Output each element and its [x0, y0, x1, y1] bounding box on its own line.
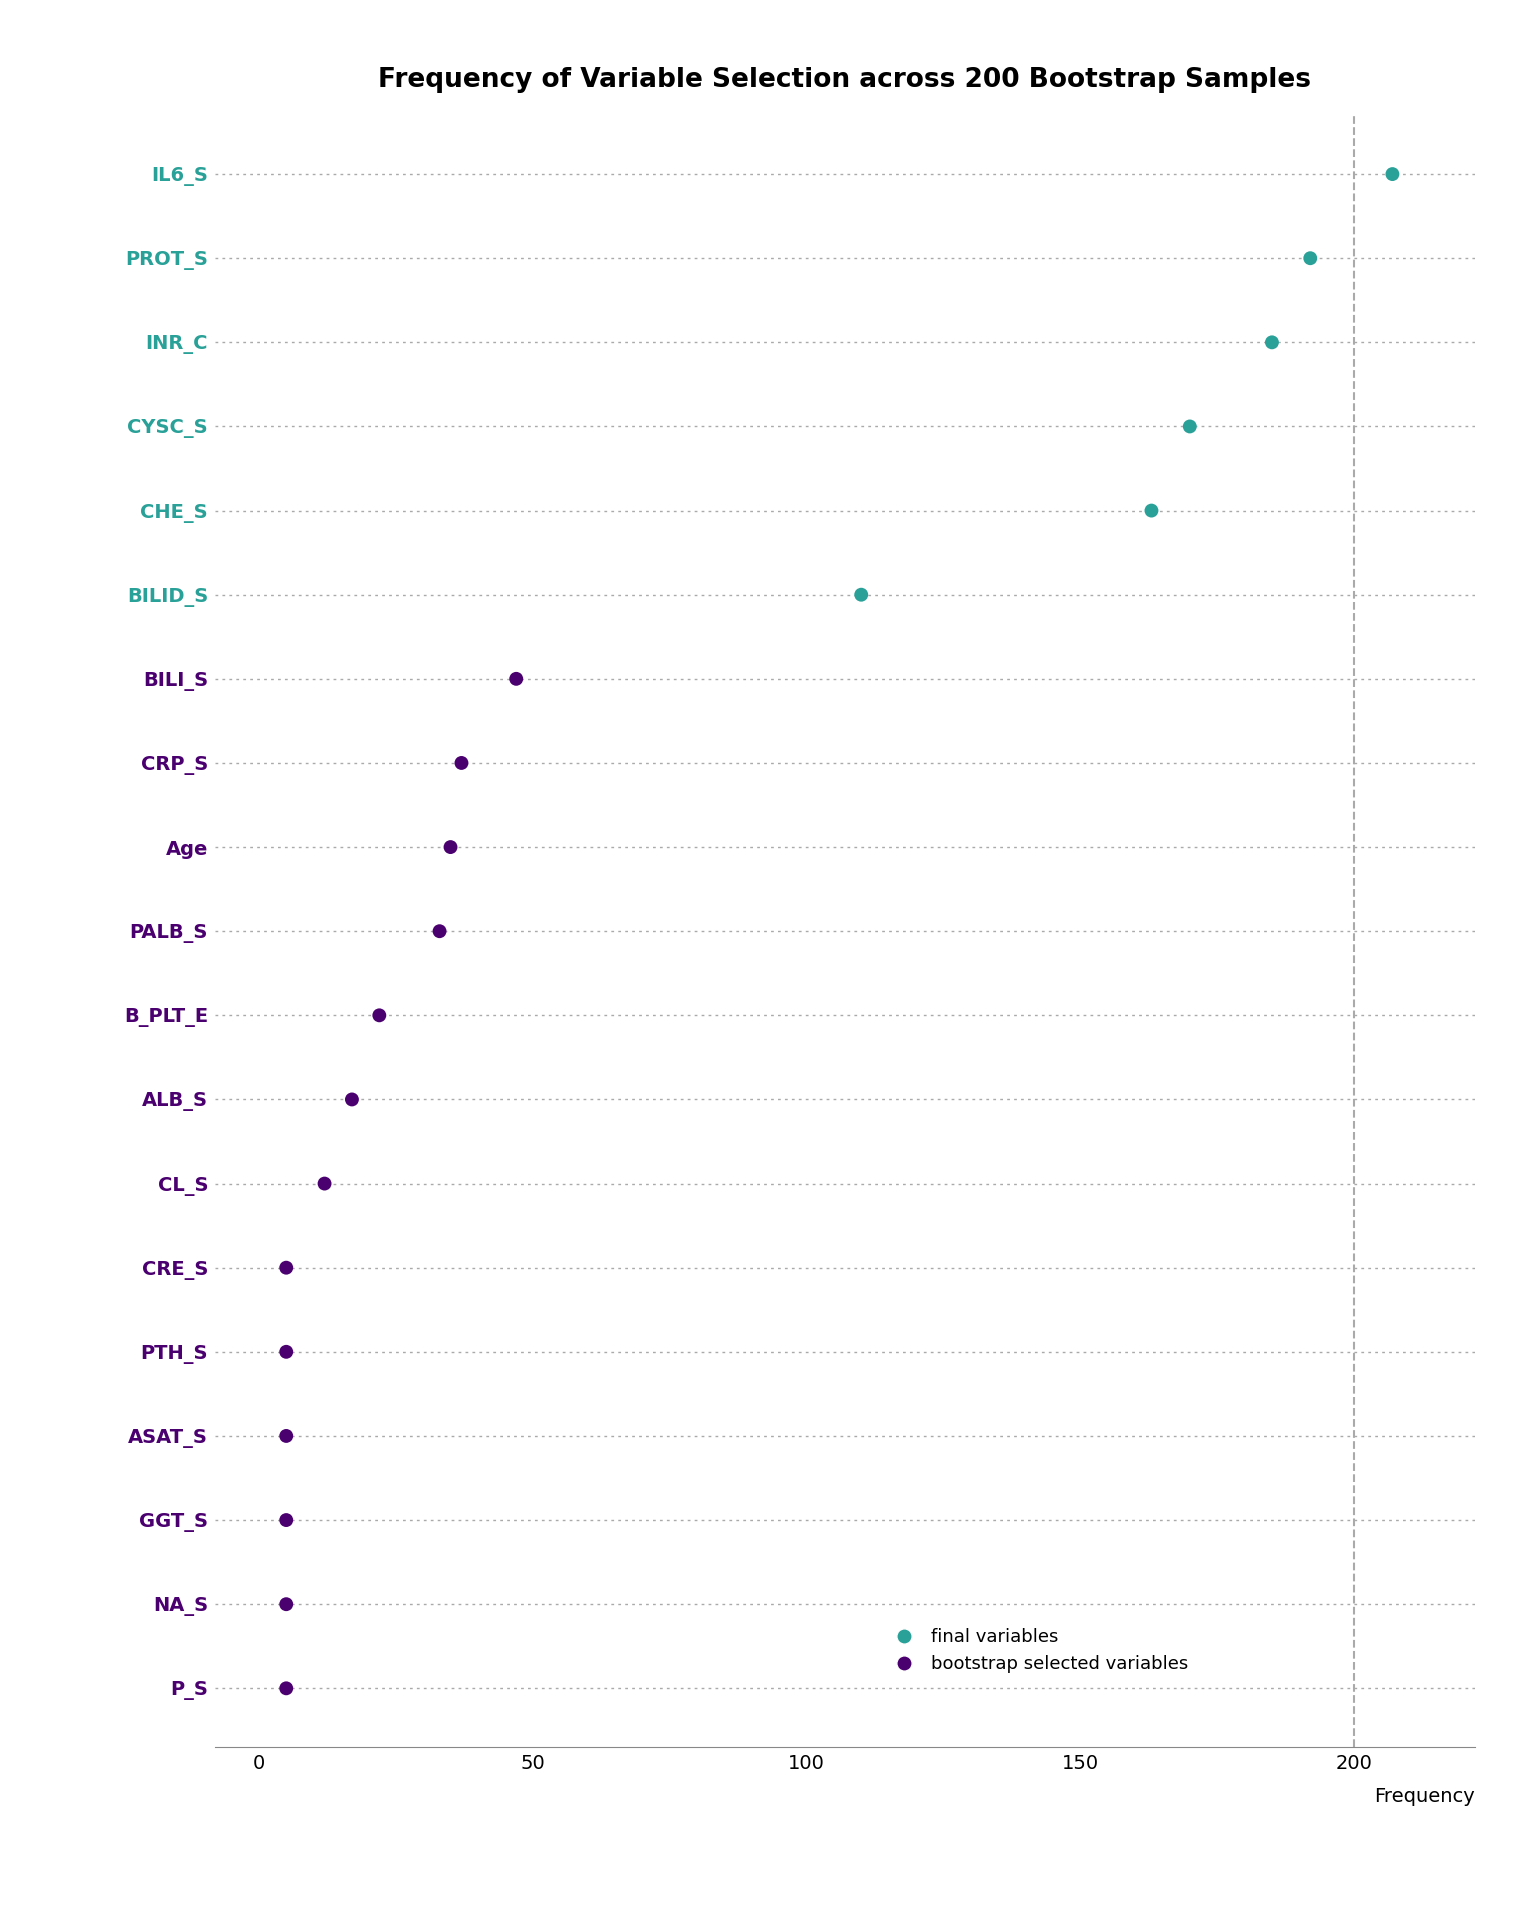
- Point: [273, 1590, 298, 1620]
- Point: [427, 916, 452, 947]
- Point: [273, 1505, 298, 1536]
- Point: [273, 1672, 298, 1703]
- Point: [1381, 159, 1405, 190]
- Point: [273, 1252, 298, 1283]
- Point: [1178, 411, 1203, 442]
- Title: Frequency of Variable Selection across 200 Bootstrap Samples: Frequency of Variable Selection across 2…: [378, 67, 1312, 94]
- Point: [1260, 326, 1284, 357]
- Point: [438, 831, 462, 862]
- Point: [1298, 242, 1322, 273]
- Point: [273, 1421, 298, 1452]
- Point: [1140, 495, 1164, 526]
- Point: [273, 1336, 298, 1367]
- Point: [339, 1085, 364, 1116]
- X-axis label: Frequency: Frequency: [1373, 1788, 1475, 1807]
- Point: [504, 664, 528, 695]
- Point: [449, 747, 473, 778]
- Point: [367, 1000, 392, 1031]
- Point: [849, 580, 874, 611]
- Legend: final variables, bootstrap selected variables: final variables, bootstrap selected vari…: [886, 1628, 1189, 1672]
- Point: [312, 1167, 336, 1198]
